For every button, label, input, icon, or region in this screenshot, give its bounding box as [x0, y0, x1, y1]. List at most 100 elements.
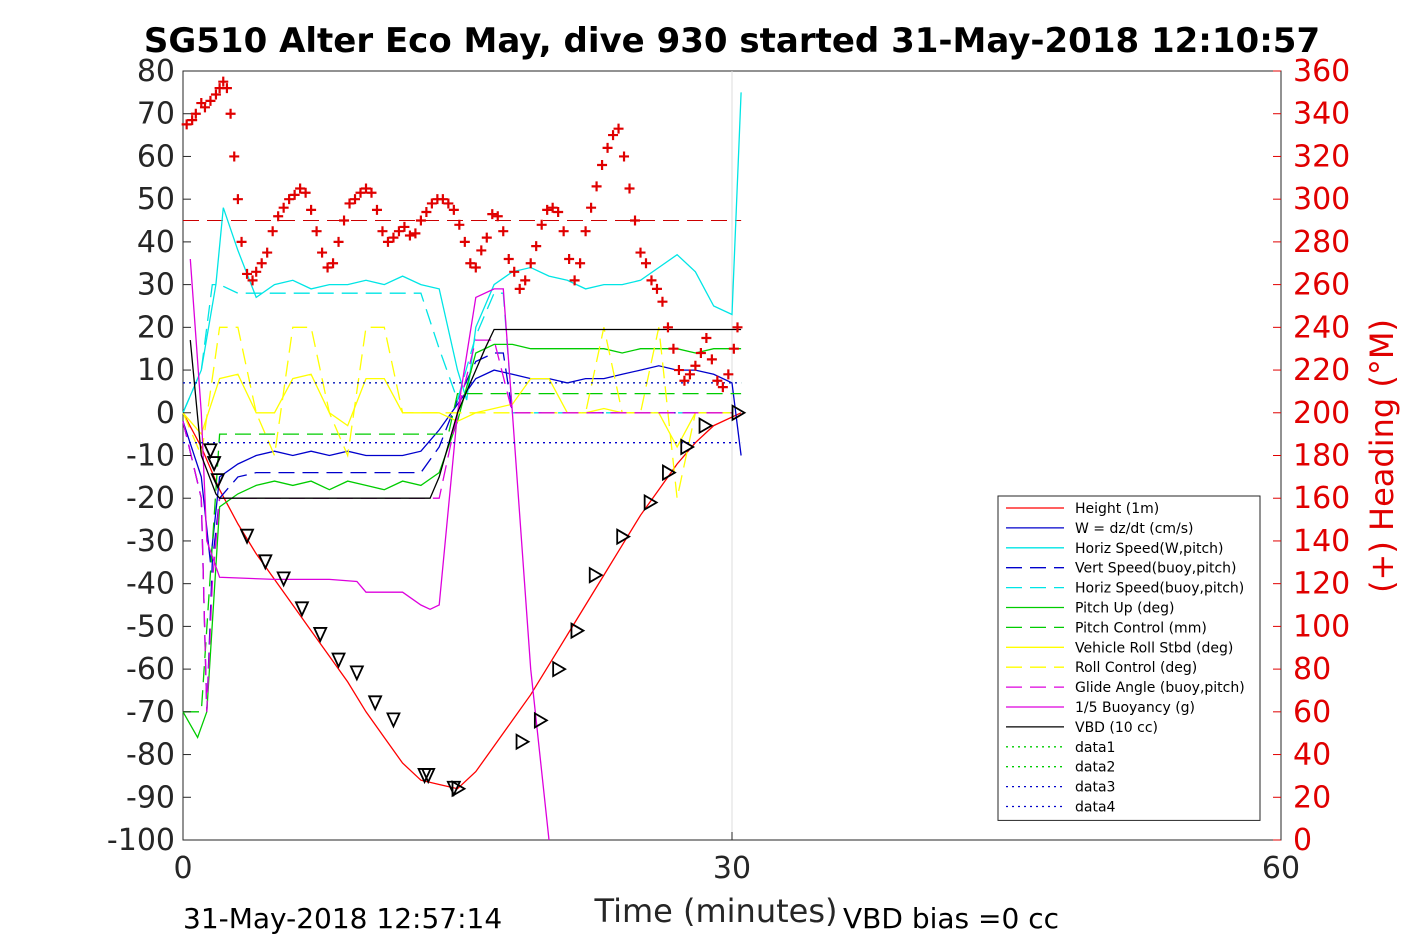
height-marker [386, 712, 401, 729]
legend-box [997, 495, 1261, 821]
y-right-tick-label: 180 [1293, 439, 1350, 474]
legend-entry: data4 [1075, 800, 1116, 816]
legend-entry: Horiz Speed(W,pitch) [1075, 541, 1223, 557]
heading-point [328, 258, 339, 269]
heading-point [225, 108, 236, 119]
legend-entry: data1 [1075, 740, 1115, 756]
heading-point [181, 119, 192, 130]
heading-point [520, 275, 531, 286]
height-marker [616, 528, 631, 546]
y-tick-label: 10 [137, 353, 175, 388]
footer-timestamp: 31-May-2018 12:57:14 [183, 902, 502, 935]
heading-point [602, 142, 613, 153]
legend-entry: data2 [1075, 760, 1115, 776]
heading-point [289, 189, 300, 200]
height-marker [533, 711, 549, 729]
height-marker [680, 438, 696, 456]
heading-point [498, 226, 509, 237]
y-right-tick-label: 20 [1293, 780, 1331, 815]
heading-point [278, 202, 289, 213]
heading-point [382, 236, 393, 247]
series-line [189, 328, 742, 499]
heading-point [262, 247, 273, 258]
heading-point [591, 181, 602, 192]
heading-point [236, 236, 247, 247]
y-tick-label: 0 [156, 396, 175, 431]
heading-point [448, 204, 459, 215]
heading-point [481, 232, 492, 243]
heading-point [410, 228, 421, 239]
series-line [189, 258, 550, 841]
height-markers [203, 404, 747, 798]
heading-point [350, 194, 361, 205]
heading-point [470, 262, 481, 273]
heading-point [443, 198, 454, 209]
y-tick-label: -70 [126, 695, 175, 730]
heading-point [695, 347, 706, 358]
heading-point [608, 130, 619, 141]
heading-point [421, 206, 432, 217]
y-right-tick-label: 360 [1293, 54, 1350, 89]
heading-point [503, 253, 514, 264]
height-marker [570, 622, 586, 640]
y-right-tick-label: 40 [1293, 738, 1331, 773]
height-marker [294, 601, 310, 618]
heading-point [509, 266, 520, 277]
height-marker [552, 660, 567, 678]
height-marker [312, 627, 328, 644]
heading-point [205, 95, 216, 106]
x-tick-label: 60 [1262, 851, 1300, 886]
heading-point [635, 247, 646, 258]
y-right-tick-label: 120 [1293, 567, 1350, 602]
heading-point [399, 221, 410, 232]
heading-point [339, 215, 350, 226]
heading-point [218, 76, 229, 87]
y-tick-label: 60 [137, 139, 175, 174]
heading-point [426, 198, 437, 209]
y-tick-label: -50 [126, 609, 175, 644]
heading-point [267, 226, 278, 237]
heading-point [640, 258, 651, 269]
heading-point [366, 187, 377, 198]
heading-point [613, 123, 624, 134]
legend-entry: Pitch Up (deg) [1075, 601, 1174, 617]
heading-point [525, 258, 536, 269]
height-marker [588, 566, 604, 584]
heading-point [311, 226, 322, 237]
heading-point [712, 375, 723, 386]
heading-point [388, 232, 399, 243]
heading-point [247, 275, 258, 286]
heading-point [536, 219, 547, 230]
heading-point [454, 219, 465, 230]
heading-point [242, 268, 253, 279]
heading-point [295, 183, 306, 194]
legend-entry: data3 [1075, 780, 1115, 796]
height-marker [276, 571, 292, 588]
series-line [182, 339, 732, 712]
legend-entry: Horiz Speed(buoy,pitch) [1075, 581, 1244, 597]
heading-point [723, 369, 734, 380]
heading-point [487, 209, 498, 220]
y-right-tick-label: 200 [1293, 396, 1350, 431]
heading-point [684, 369, 695, 380]
heading-point [333, 236, 344, 247]
height-marker [515, 733, 531, 751]
heading-point [706, 354, 717, 365]
heading-point [210, 89, 221, 100]
heading-point [558, 226, 569, 237]
heading-point [465, 258, 476, 269]
height-marker [331, 652, 346, 669]
y-right-axis-label: (+) Heading (°M) [1363, 319, 1401, 593]
heading-point [415, 215, 426, 226]
heading-point [190, 108, 201, 119]
heading-point [492, 211, 503, 222]
heading-point [514, 283, 525, 294]
y-right-tick-label: 320 [1293, 139, 1350, 174]
height-marker [698, 417, 714, 435]
x-axis-label: Time (minutes) [594, 892, 838, 930]
legend-entry: W = dz/dt (cm/s) [1075, 521, 1194, 537]
heading-point [273, 211, 284, 222]
heading-point [673, 365, 684, 376]
y-tick-label: -10 [126, 439, 175, 474]
legend-entry: Vehicle Roll Stbd (deg) [1075, 640, 1233, 656]
